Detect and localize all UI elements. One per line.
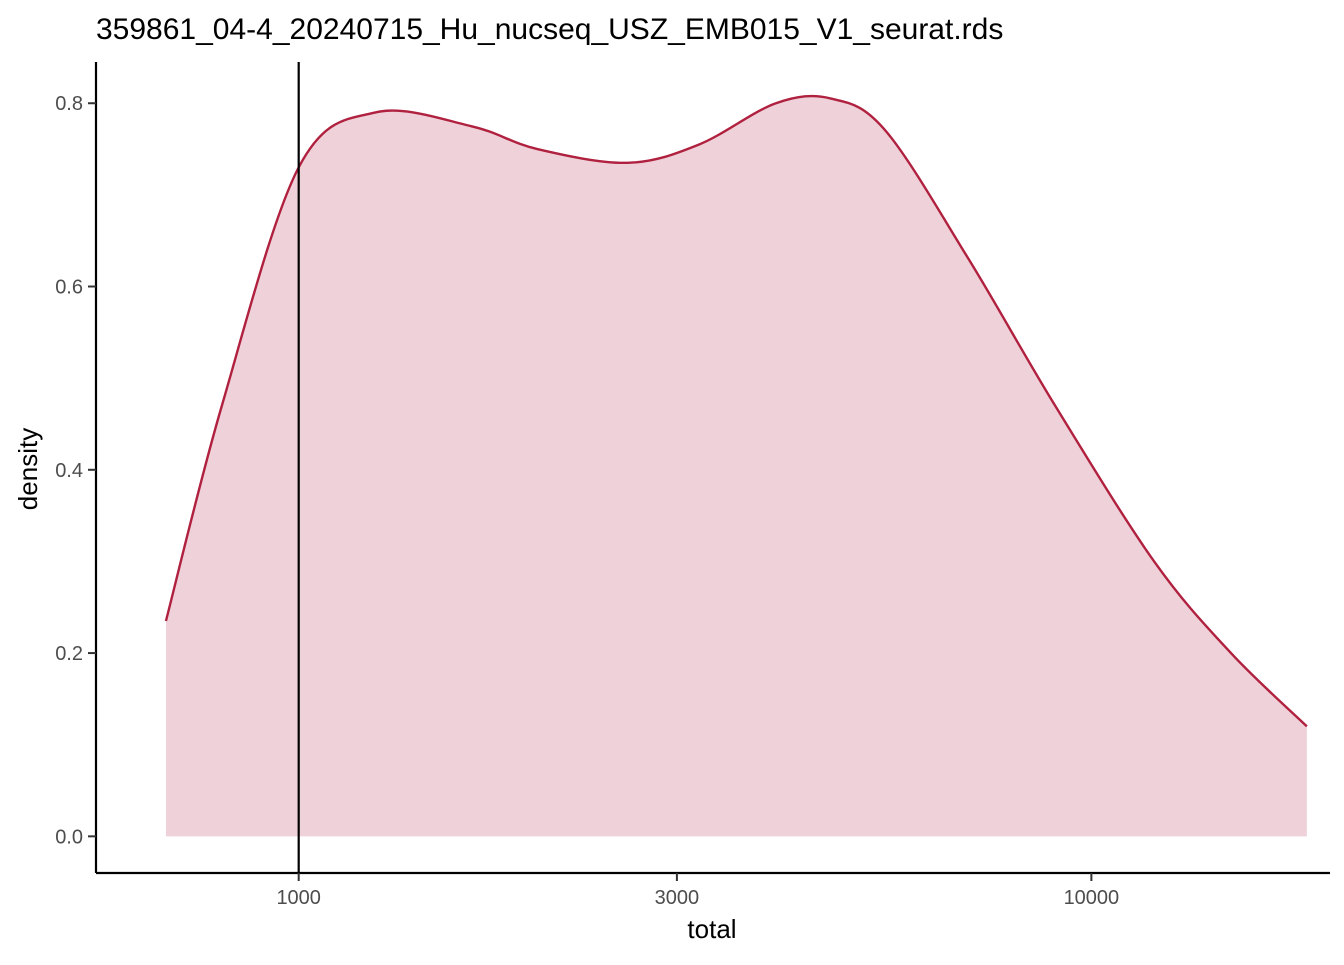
y-tick-label: 0.8 bbox=[55, 93, 83, 115]
plot-area bbox=[164, 62, 1308, 873]
y-axis-label: density bbox=[13, 428, 43, 510]
y-tick-label: 0.2 bbox=[55, 643, 83, 665]
x-tick-label: 3000 bbox=[655, 887, 700, 909]
y-tick-label: 0.6 bbox=[55, 277, 83, 299]
x-tick-label: 10000 bbox=[1064, 887, 1120, 909]
x-axis-label: total bbox=[687, 914, 736, 944]
y-tick-label: 0.4 bbox=[55, 460, 83, 482]
axes: 0.0 0.2 0.4 0.6 0.8 1000 3000 10000 bbox=[55, 62, 1330, 909]
density-line bbox=[164, 94, 1308, 728]
density-area bbox=[165, 96, 1307, 837]
y-tick-label: 0.0 bbox=[55, 826, 83, 848]
x-tick-label: 1000 bbox=[276, 887, 321, 909]
chart-title: 359861_04-4_20240715_Hu_nucseq_USZ_EMB01… bbox=[96, 13, 1003, 46]
